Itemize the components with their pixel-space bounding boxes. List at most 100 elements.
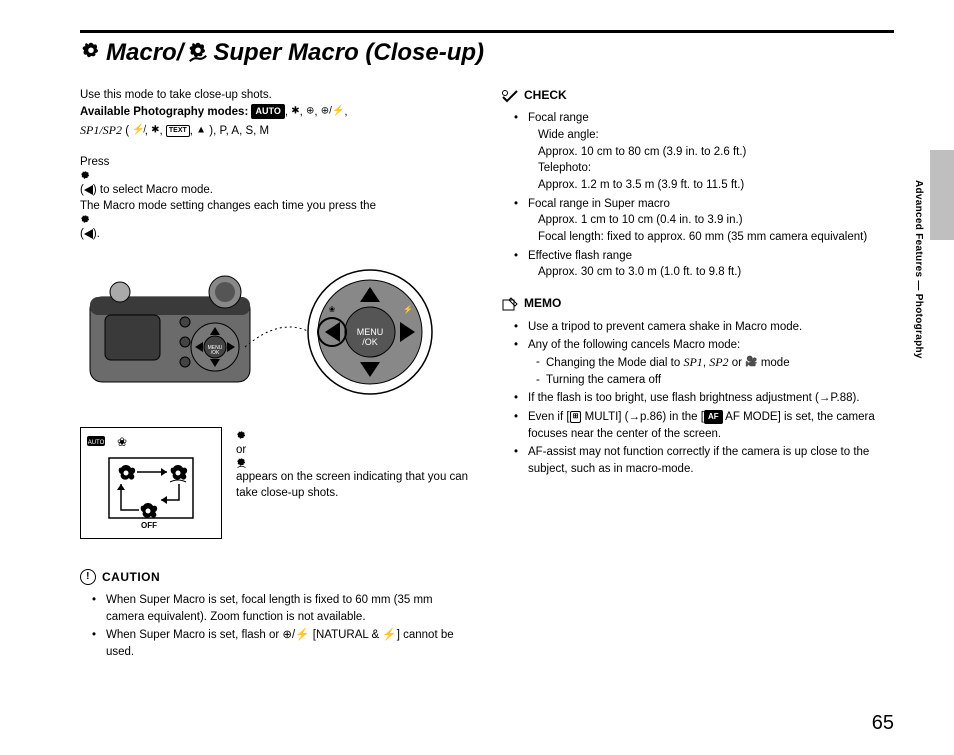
mode-glyph-1: ✱	[291, 105, 299, 116]
svg-text:❀: ❀	[117, 435, 127, 449]
ci2l1: Approx. 30 cm to 3.0 m (1.0 ft. to 9.8 f…	[528, 264, 894, 281]
camera-diagram: MENU /OK	[80, 257, 440, 407]
ci0l2: Approx. 10 cm to 80 cm (3.9 in. to 2.6 f…	[528, 144, 894, 161]
instr-line2: The Macro mode setting changes each time…	[80, 198, 472, 242]
modes-label: Available Photography modes:	[80, 106, 248, 118]
ci0l3: Telephoto:	[528, 160, 894, 177]
memo-sublist: Changing the Mode dial to SP1, SP2 or 🎥 …	[528, 354, 894, 388]
lcd-auto: AUTO	[88, 440, 105, 446]
ci2h: Effective flash range	[528, 250, 632, 262]
caution-section: ! CAUTION When Super Macro is set, focal…	[80, 569, 472, 661]
mi2sp2: SP2	[709, 355, 728, 369]
caution-icon: !	[80, 569, 96, 585]
macro-icon-cap1	[236, 431, 472, 442]
memo-item: AF-assist may not function correctly if …	[518, 444, 894, 477]
svg-text:OFF: OFF	[141, 521, 157, 530]
mi2s1b: or	[732, 357, 745, 369]
page-title: Macro/ Super Macro (Close-up)	[80, 39, 894, 67]
ci0l4: Approx. 1.2 m to 3.5 m (3.9 ft. to 11.5 …	[528, 177, 894, 194]
caution-heading-text: CAUTION	[102, 569, 160, 586]
check-item: Effective flash range Approx. 30 cm to 3…	[518, 248, 894, 281]
mi4b: ] (→p.86) in the [	[618, 411, 704, 423]
right-column: CHECK Focal range Wide angle: Approx. 10…	[502, 87, 894, 675]
mode-glyph-3: ⊕/⚡	[321, 105, 345, 116]
sp-g3: TEXT	[166, 125, 190, 137]
title-part2: Super Macro (Close-up)	[213, 39, 484, 67]
ci1h: Focal range in Super macro	[528, 198, 670, 210]
instr1a: Press	[80, 156, 109, 168]
svg-text:❀: ❀	[329, 305, 336, 314]
memo-item: Even if [⊞ MULTI] (→p.86) in the [AF AF …	[518, 409, 894, 442]
auto-badge: AUTO	[251, 104, 284, 119]
ci1l2: Focal length: fixed to approx. 60 mm (35…	[528, 229, 894, 246]
memo-subitem: Changing the Mode dial to SP1, SP2 or 🎥 …	[536, 354, 894, 372]
check-icon	[502, 89, 518, 103]
sp-modes: SP1/SP2	[80, 123, 122, 137]
memo-list: Use a tripod to prevent camera shake in …	[502, 319, 894, 478]
ci0h: Focal range	[528, 112, 589, 124]
title-part1: Macro/	[106, 39, 183, 67]
ci1l1: Approx. 1 cm to 10 cm (0.4 in. to 3.9 in…	[528, 212, 894, 229]
lcd-a: or	[236, 444, 246, 456]
macro-icon-inline2	[80, 215, 472, 226]
side-section-label: Advanced Features — Photography	[913, 180, 924, 359]
intro-block: Use this mode to take close-up shots. Av…	[80, 87, 472, 140]
check-section: CHECK Focal range Wide angle: Approx. 10…	[502, 87, 894, 281]
instruction-block: Press () to select Macro mode. The Macro…	[80, 154, 472, 243]
sp-g2: ✱	[151, 125, 159, 136]
memo-item: Use a tripod to prevent camera shake in …	[518, 319, 894, 336]
lcd-indicator-block: AUTO ❀ OFF	[80, 427, 472, 539]
modes-line-2: SP1/SP2 ( ⚡̸, ✱, TEXT, ▲ ), P, A, S, M	[80, 122, 472, 140]
mode-glyph-2: ⊕	[306, 105, 314, 116]
svg-text:⚡: ⚡	[403, 304, 413, 314]
mi4m: MULTI	[585, 411, 619, 423]
caution-item: When Super Macro is set, flash or ⊕/⚡ [N…	[96, 627, 472, 660]
intro-line: Use this mode to take close-up shots.	[80, 87, 472, 104]
svg-text:/OK: /OK	[211, 350, 220, 356]
mi4a: Even if [	[528, 411, 570, 423]
memo-heading-text: MEMO	[524, 295, 561, 312]
check-item: Focal range in Super macro Approx. 1 cm …	[518, 196, 894, 246]
ci0l1: Wide angle:	[528, 127, 894, 144]
sp-g1: ⚡̸	[132, 125, 144, 136]
caution-list: When Super Macro is set, focal length is…	[80, 592, 472, 661]
svg-text:/OK: /OK	[362, 337, 378, 347]
left-column: Use this mode to take close-up shots. Av…	[80, 87, 472, 675]
memo-item: Any of the following cancels Macro mode:…	[518, 337, 894, 388]
lcd-b: appears on the screen indicating that yo…	[236, 471, 468, 499]
memo-subitem: Turning the camera off	[536, 372, 894, 389]
mi2s1a: Changing the Mode dial to	[546, 357, 683, 369]
memo-item: If the flash is too bright, use flash br…	[518, 390, 894, 407]
check-heading: CHECK	[502, 87, 894, 104]
svg-text:✳: ✳	[367, 287, 374, 296]
mi2sp1: SP1	[683, 355, 702, 369]
left-arrow-icon2	[84, 229, 93, 239]
instr-line1: Press () to select Macro mode.	[80, 154, 472, 198]
memo-heading: MEMO	[502, 295, 894, 312]
left-arrow-icon	[84, 185, 93, 195]
af-badge: AF	[704, 410, 723, 424]
modes-tail: ), P, A, S, M	[209, 125, 269, 137]
instr2a: The Macro mode setting changes each time…	[80, 200, 376, 212]
svg-text:MENU: MENU	[357, 327, 384, 337]
instr2c: ).	[93, 228, 100, 240]
check-heading-text: CHECK	[524, 87, 567, 104]
super-macro-flower-icon	[187, 42, 209, 64]
macro-icon-inline	[80, 171, 472, 182]
movie-mode-icon: 🎥	[745, 357, 757, 368]
caution-heading: ! CAUTION	[80, 569, 472, 586]
mi2: Any of the following cancels Macro mode:	[528, 339, 740, 351]
side-tab	[930, 150, 954, 240]
memo-icon	[502, 297, 518, 311]
caution-item: When Super Macro is set, focal length is…	[96, 592, 472, 625]
page-number: 65	[872, 712, 894, 735]
paren-open: (	[125, 125, 129, 137]
check-list: Focal range Wide angle: Approx. 10 cm to…	[502, 110, 894, 281]
memo-section: MEMO Use a tripod to prevent camera shak…	[502, 295, 894, 477]
lcd-frame: AUTO ❀ OFF	[80, 427, 222, 539]
mi2s1c: mode	[761, 357, 790, 369]
title-bar: Macro/ Super Macro (Close-up)	[80, 30, 894, 67]
sp-g4: ▲	[196, 125, 206, 136]
instr1c: ) to select Macro mode.	[93, 184, 213, 196]
macro-icon-cap2	[236, 458, 472, 469]
